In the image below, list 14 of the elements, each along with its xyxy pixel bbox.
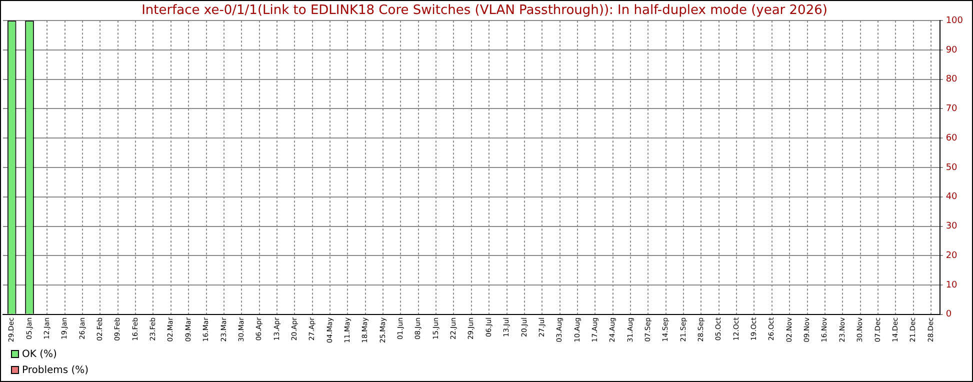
y-tick-label: 0 [946, 310, 952, 320]
y-tick-label: 90 [946, 45, 958, 56]
y-tick-label: 40 [946, 192, 958, 202]
y-tick-label: 50 [946, 162, 958, 173]
y-tick-label: 20 [946, 250, 958, 261]
y-tick-label: 70 [946, 104, 958, 114]
y-tick-label: 100 [946, 16, 964, 26]
y-tick-label: 10 [946, 280, 958, 290]
legend-label: Problems (%) [22, 364, 89, 376]
y-tick-label: 30 [946, 222, 958, 232]
y-tick-label: 60 [946, 133, 958, 144]
y-tick-label: 80 [946, 74, 958, 85]
chart-title: Interface xe-0/1/1(Link to EDLINK18 Core Switches (VLAN Passthrough)): In half-duplex mode (year 2026) [142, 3, 828, 18]
legend-label: OK (%) [22, 348, 57, 360]
